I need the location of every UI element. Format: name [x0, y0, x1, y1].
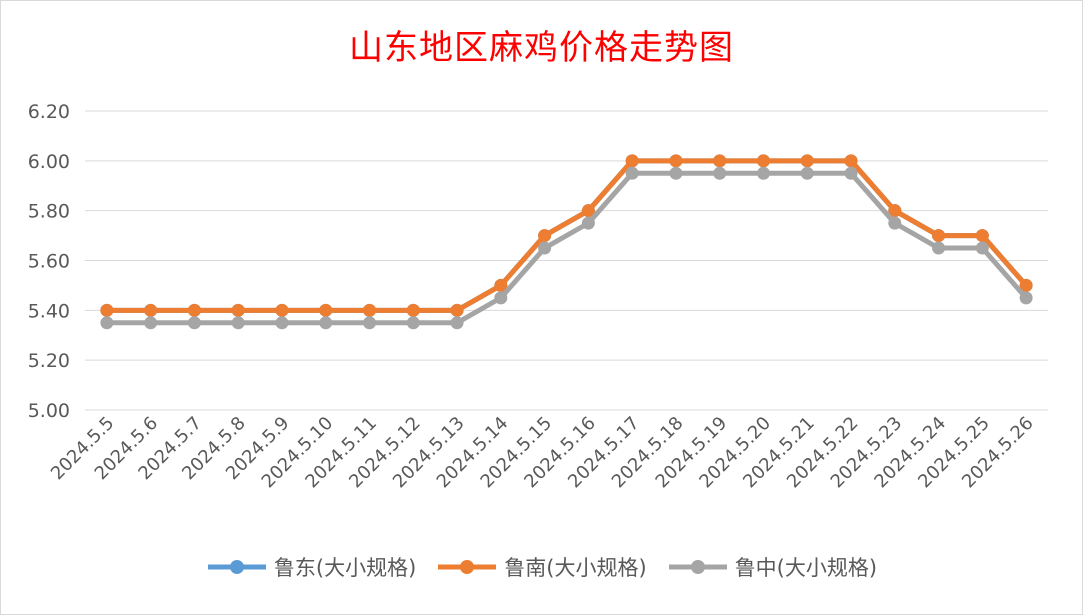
- legend-item: 鲁中(大小规格): [667, 552, 877, 582]
- x-axis-ticks: 2024.5.52024.5.62024.5.72024.5.82024.5.9…: [47, 413, 1038, 493]
- series-line: [106, 158, 1028, 313]
- legend-label: 鲁东(大小规格): [273, 556, 417, 580]
- data-point: [187, 316, 201, 330]
- data-point: [538, 229, 552, 243]
- legend-item: 鲁南(大小规格): [436, 552, 647, 582]
- chart-title: 山东地区麻鸡价格走势图: [349, 28, 734, 68]
- y-tick-label: 5.00: [28, 400, 70, 422]
- data-point: [275, 316, 289, 330]
- data-point: [231, 316, 245, 330]
- gridlines: [85, 110, 1048, 411]
- data-point: [100, 316, 114, 330]
- data-point: [713, 166, 727, 180]
- data-point: [800, 154, 814, 168]
- legend-label: 鲁南(大小规格): [504, 556, 647, 580]
- data-point: [1019, 291, 1033, 305]
- data-point: [100, 303, 114, 317]
- y-tick-label: 5.80: [28, 201, 70, 223]
- data-point: [494, 291, 508, 305]
- y-tick-label: 5.40: [28, 300, 70, 322]
- legend-item: 鲁东(大小规格): [206, 552, 416, 582]
- data-point: [975, 241, 989, 255]
- data-point: [406, 316, 420, 330]
- y-tick-label: 6.20: [28, 101, 70, 123]
- legend-swatch: [668, 560, 727, 574]
- data-point: [144, 316, 158, 330]
- series-3: [100, 166, 1033, 330]
- series-line: [106, 170, 1028, 326]
- data-point: [625, 154, 639, 168]
- data-point: [888, 204, 902, 218]
- data-point: [756, 154, 770, 168]
- data-point: [363, 316, 377, 330]
- data-point: [538, 241, 552, 255]
- data-point: [144, 303, 158, 317]
- data-point: [450, 303, 464, 317]
- data-point: [406, 303, 420, 317]
- data-point: [932, 229, 946, 243]
- data-point: [450, 316, 464, 330]
- y-tick-label: 5.60: [28, 251, 70, 273]
- data-point: [494, 278, 508, 292]
- data-point: [756, 166, 770, 180]
- data-point: [581, 216, 595, 230]
- data-point: [187, 303, 201, 317]
- y-axis-ticks: 5.00 5.20 5.40 5.60 5.80 6.00 6.20: [28, 101, 70, 422]
- data-point: [713, 154, 727, 168]
- data-point: [932, 241, 946, 255]
- data-point: [363, 303, 377, 317]
- data-point: [844, 154, 858, 168]
- series-layer: [100, 154, 1033, 330]
- data-point: [231, 303, 245, 317]
- data-point: [581, 204, 595, 218]
- data-point: [319, 303, 333, 317]
- data-point: [625, 166, 639, 180]
- legend-swatch: [207, 560, 266, 574]
- y-tick-label: 5.20: [28, 350, 70, 372]
- data-point: [888, 216, 902, 230]
- data-point: [669, 166, 683, 180]
- data-point: [844, 166, 858, 180]
- series-2: [100, 154, 1033, 317]
- legend: 鲁东(大小规格) 鲁南(大小规格) 鲁中(大小规格): [0, 552, 1083, 582]
- data-point: [1019, 278, 1033, 292]
- data-point: [275, 303, 289, 317]
- data-point: [319, 316, 333, 330]
- y-tick-label: 6.00: [28, 151, 70, 173]
- data-point: [975, 229, 989, 243]
- legend-swatch: [438, 560, 497, 574]
- legend-label: 鲁中(大小规格): [734, 556, 878, 580]
- data-point: [669, 154, 683, 168]
- data-point: [800, 166, 814, 180]
